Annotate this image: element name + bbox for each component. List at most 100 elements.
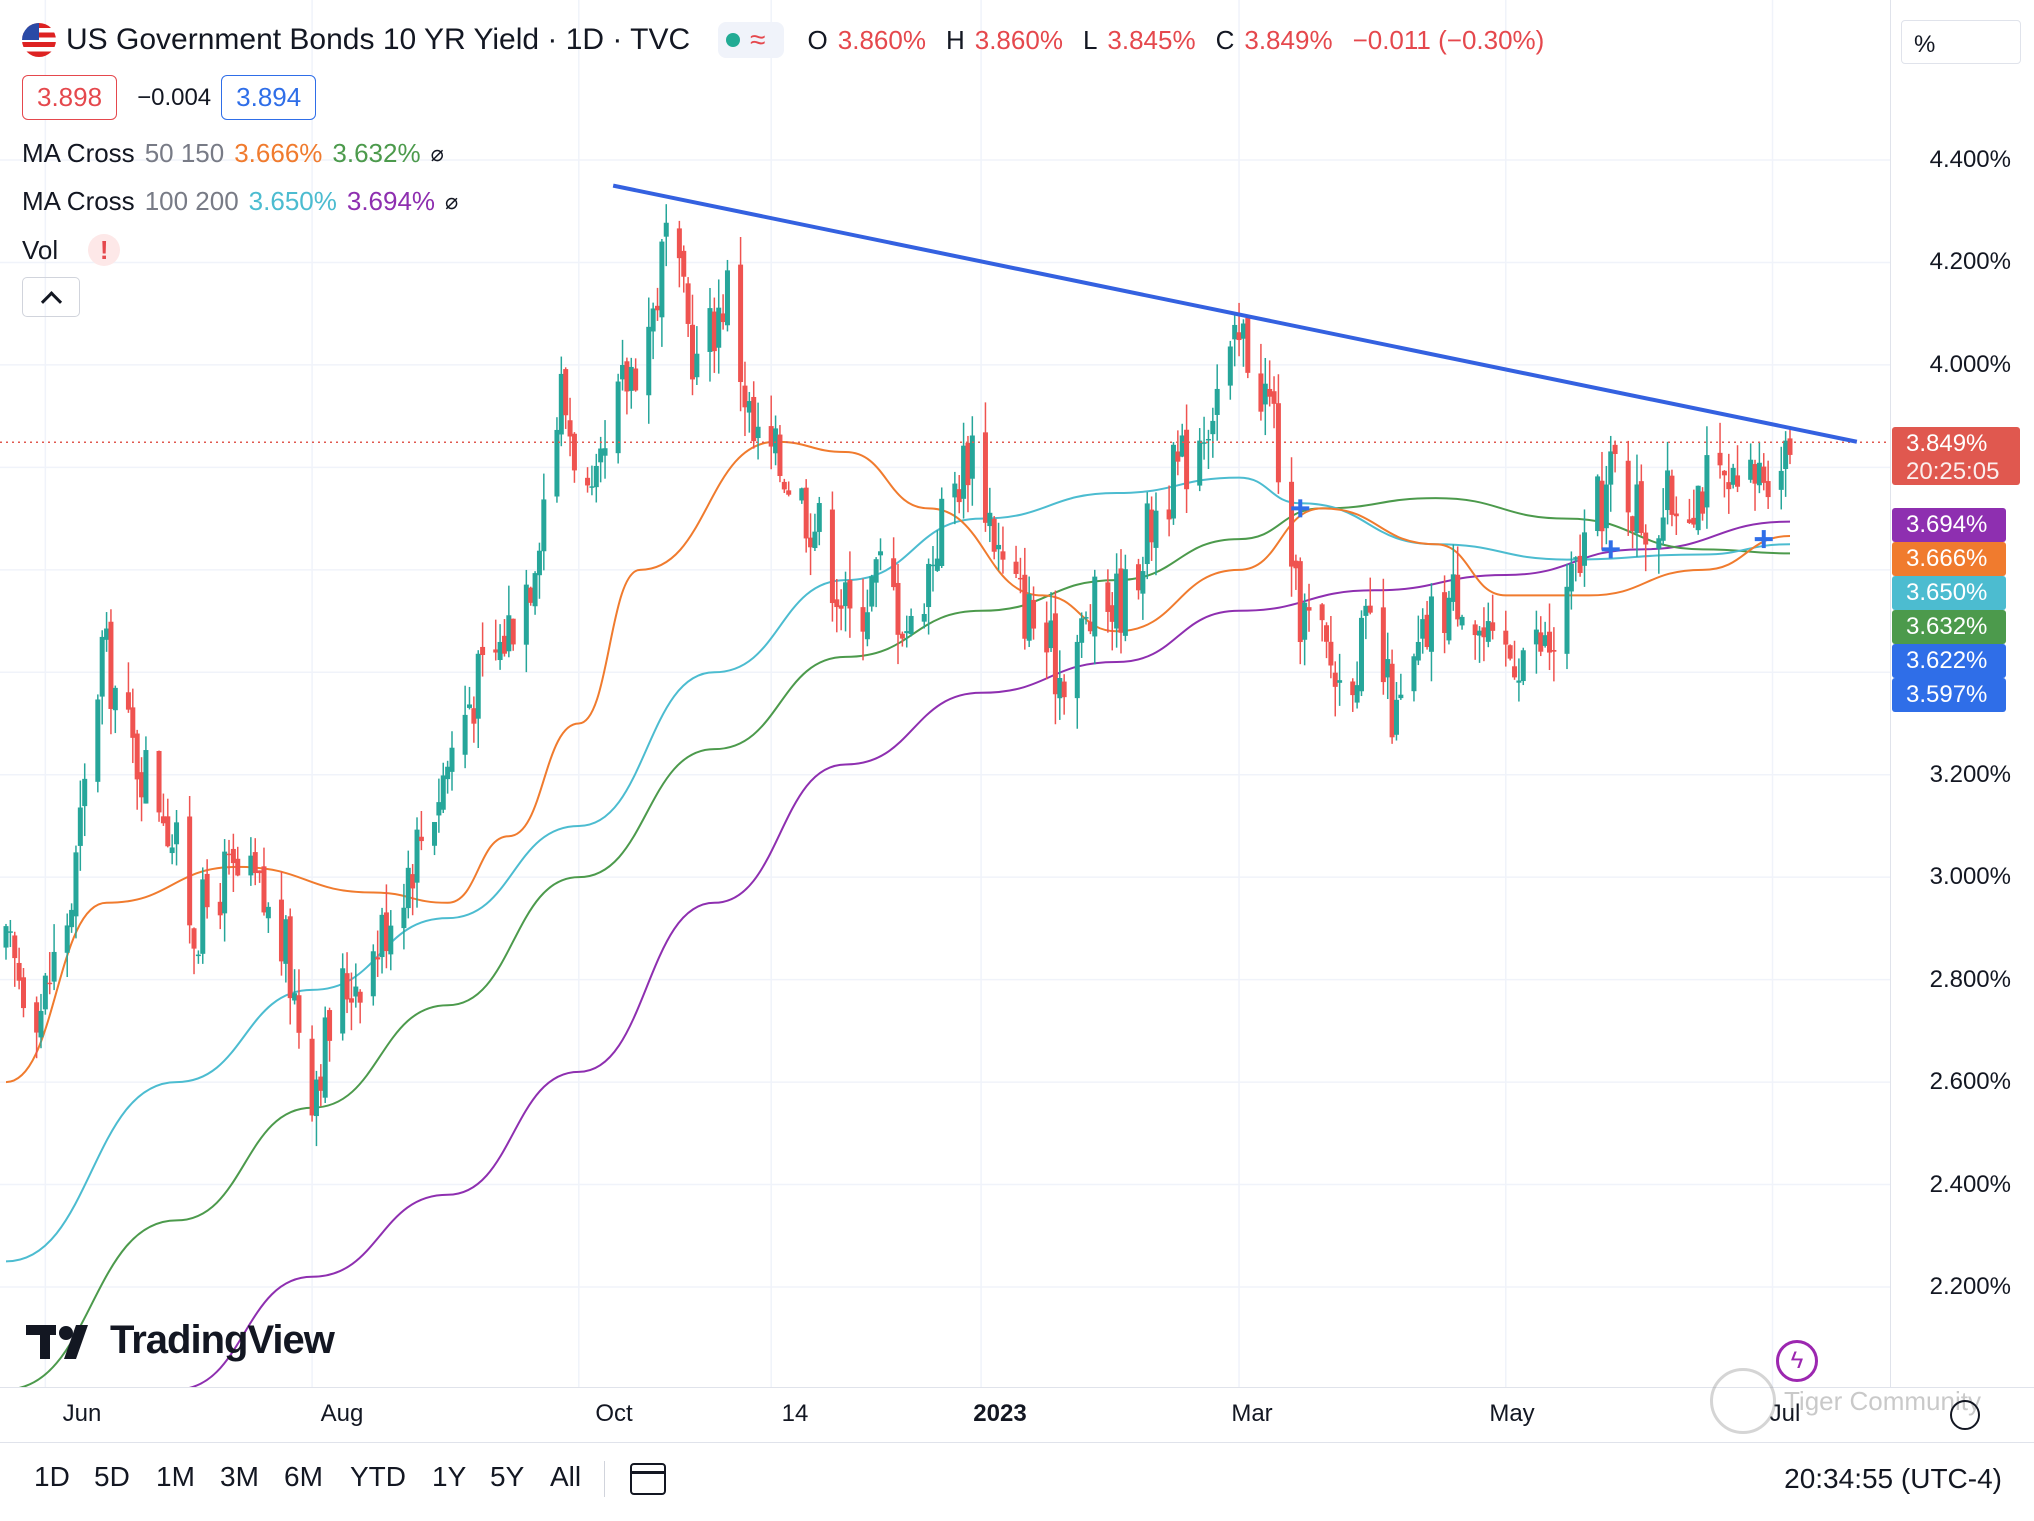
candle (375, 930, 381, 977)
price-tick-label: 3.200% (1929, 760, 2011, 788)
symbol-title[interactable]: US Government Bonds 10 YR Yield · 1D · T… (66, 23, 691, 56)
date-range-icon[interactable] (630, 1463, 666, 1495)
candle (716, 279, 722, 374)
candle-body (1756, 462, 1762, 486)
candle-body (1472, 624, 1478, 636)
candle (536, 542, 542, 599)
candle (99, 630, 105, 725)
candle (921, 603, 927, 629)
candle-body (646, 326, 652, 396)
candle (388, 910, 394, 971)
candle-body (160, 816, 166, 824)
timeframe-button-6m[interactable]: 6M (284, 1461, 323, 1492)
ma200-line (188, 520, 1791, 1387)
candle (112, 685, 118, 734)
indicator-ma-cross-100-200[interactable]: MA Cross 100 200 3.650% 3.694% ⌀ (22, 186, 468, 217)
candle-body (283, 919, 289, 964)
timeframe-button-3m[interactable]: 3M (220, 1461, 259, 1492)
ask-button[interactable]: 3.894 (221, 75, 317, 120)
candle-body (12, 935, 18, 959)
indicator-ma-cross-50-150[interactable]: MA Cross 50 150 3.666% 3.632% ⌀ (22, 138, 454, 169)
lightning-icon[interactable]: ϟ (1776, 1340, 1818, 1382)
candle-body (838, 605, 844, 609)
candle-body (436, 802, 442, 816)
timeframe-bar: 1D 5D 1M 3M 6M YTD 1Y 5Y All 20:34:55 (UTC-4) (0, 1442, 2034, 1521)
tradingview-logo[interactable]: TradingView (26, 1318, 335, 1363)
candle (1074, 634, 1080, 729)
candle (296, 969, 302, 1049)
candle-body (445, 766, 451, 780)
candle (1205, 429, 1211, 469)
candle (82, 763, 88, 837)
candle (1595, 474, 1601, 537)
candle-body (1236, 332, 1242, 341)
price-axis[interactable]: % 4.400% 4.200% 4.000% 3.200% 3.000% 2.800% 2.… (1890, 0, 2034, 1387)
hidden-values-icon[interactable]: ⌀ (430, 140, 444, 166)
timeframe-button-1m[interactable]: 1M (156, 1461, 195, 1492)
time-axis[interactable]: Jun Aug Oct 14 2023 Mar May Jul Tiger Community (0, 1368, 2034, 1443)
candle-body (1000, 551, 1006, 560)
candle-body (204, 873, 210, 908)
candle-body (16, 962, 22, 981)
candle-body (1245, 318, 1251, 373)
candle-body (1643, 532, 1649, 545)
timeframe-button-1y[interactable]: 1Y (432, 1461, 467, 1492)
price-tick-label: 2.600% (1929, 1068, 2011, 1096)
candle-body (1420, 619, 1426, 639)
chart-area[interactable]: US Government Bonds 10 YR Yield · 1D · T… (0, 0, 1890, 1387)
candle (1319, 603, 1325, 642)
candle (42, 972, 48, 1015)
candle (1022, 547, 1028, 650)
timeframe-button-5y[interactable]: 5Y (490, 1461, 525, 1492)
candle-body (252, 852, 258, 874)
timeframe-button-5d[interactable]: 5D (94, 1461, 130, 1492)
candle (1083, 611, 1089, 625)
ohlc-high: H 3.860% (945, 24, 1063, 55)
candle (528, 586, 534, 606)
candle-body (1205, 438, 1211, 441)
candle-body (195, 954, 201, 957)
timeframe-button-ytd[interactable]: YTD (350, 1461, 406, 1492)
price-scale-unit-button[interactable]: % (1901, 20, 2021, 64)
candle-body (541, 499, 547, 552)
candle (694, 326, 700, 386)
candle-body (878, 551, 884, 556)
volume-label: Vol (22, 234, 59, 265)
candle-body (1507, 645, 1513, 659)
bid-button[interactable]: 3.898 (22, 75, 118, 120)
candle (187, 796, 193, 944)
market-status[interactable]: ≈ (718, 22, 784, 58)
ma-cross-marker (1291, 499, 1310, 518)
warning-icon[interactable]: ! (88, 234, 121, 266)
candle (847, 551, 853, 638)
candle (655, 287, 661, 321)
candle (523, 569, 529, 673)
candle (248, 837, 254, 886)
indicator-volume[interactable]: Vol ! (22, 234, 130, 266)
timeframe-button-1d[interactable]: 1D (34, 1461, 70, 1492)
time-axis-settings-icon[interactable] (1950, 1400, 1980, 1430)
collapse-legend-button[interactable] (22, 277, 80, 317)
candle-body (73, 852, 79, 917)
timeframe-button-all[interactable]: All (550, 1461, 582, 1492)
candle-body (895, 582, 901, 635)
candle (996, 522, 1002, 571)
hidden-values-icon[interactable]: ⌀ (445, 188, 459, 214)
candle (51, 924, 57, 991)
candle-body (808, 537, 814, 548)
candle (873, 557, 879, 608)
candle (348, 972, 354, 1031)
candle (1398, 673, 1404, 700)
candle-body (1735, 475, 1741, 487)
time-tick-label: 2023 (973, 1400, 1027, 1427)
bar-countdown: 20:25:05 (1906, 458, 2000, 485)
clock-time[interactable]: 20:34:55 (UTC-4) (1784, 1463, 2002, 1494)
candle-body (1595, 476, 1601, 531)
symbol-legend: US Government Bonds 10 YR Yield · 1D · T… (22, 22, 1554, 58)
candle-body (1581, 532, 1587, 566)
candle (1512, 640, 1518, 680)
candle-body (222, 851, 228, 914)
price-chart[interactable] (0, 0, 1890, 1387)
badge-value: 3.622% (1906, 647, 1988, 674)
candle (1717, 422, 1723, 479)
